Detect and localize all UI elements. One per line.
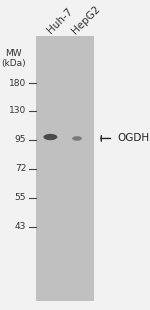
Text: 130: 130	[9, 106, 26, 115]
Text: HepG2: HepG2	[70, 3, 102, 36]
Ellipse shape	[43, 134, 57, 140]
Text: 55: 55	[15, 193, 26, 202]
Text: 180: 180	[9, 79, 26, 88]
Text: 72: 72	[15, 164, 26, 173]
Bar	[36, 36, 94, 301]
Ellipse shape	[72, 136, 82, 141]
Text: OGDH: OGDH	[117, 134, 149, 144]
Text: MW
(kDa): MW (kDa)	[1, 49, 26, 68]
Text: Huh-7: Huh-7	[46, 7, 75, 36]
Text: 43: 43	[15, 222, 26, 231]
Text: 95: 95	[15, 135, 26, 144]
